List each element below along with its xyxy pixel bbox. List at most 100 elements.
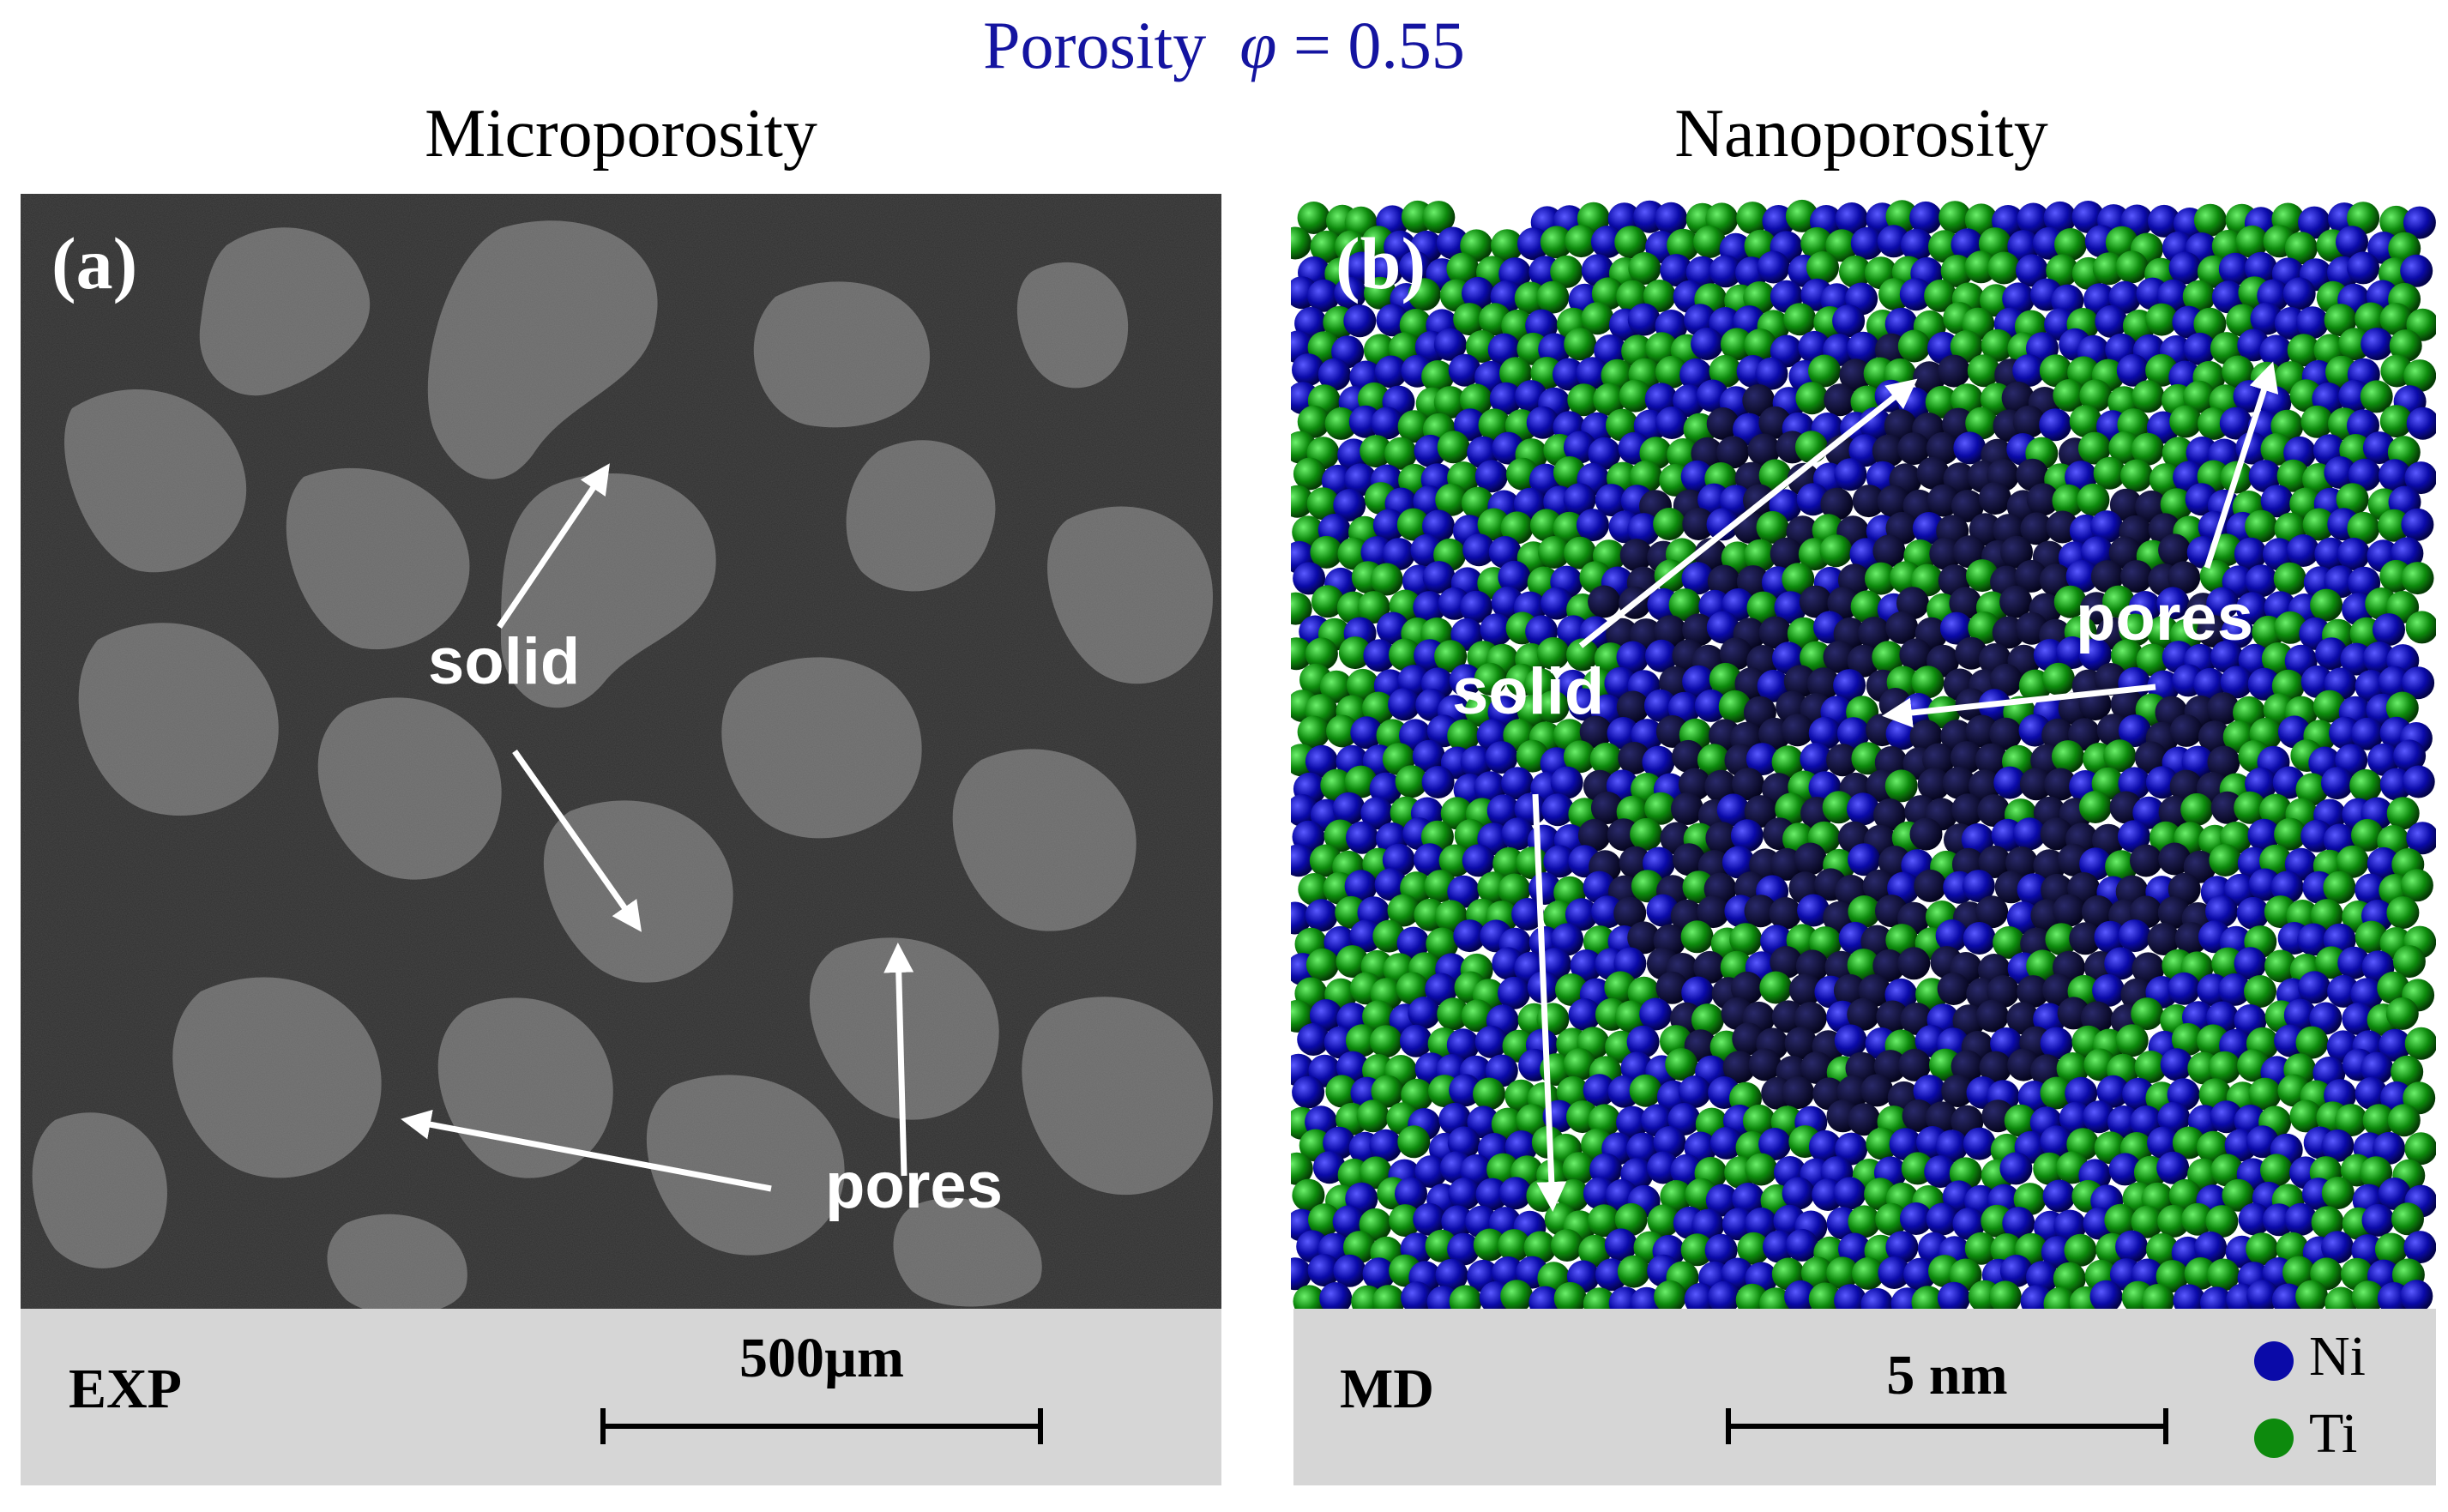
atom	[1969, 513, 2002, 546]
atom	[1614, 1000, 1648, 1033]
atom	[1848, 1205, 1881, 1238]
atom	[1553, 1281, 1587, 1309]
atom	[1939, 611, 1973, 645]
atom	[2064, 1233, 2097, 1267]
atom	[2360, 380, 2393, 413]
atom	[1877, 485, 1910, 518]
atom	[1968, 769, 2001, 803]
atom	[1826, 1256, 1860, 1290]
atom	[1297, 202, 1330, 234]
atom	[1705, 822, 1739, 855]
atom	[1964, 203, 1998, 237]
atom	[1719, 637, 1752, 671]
atom	[1834, 1024, 1867, 1057]
atom	[1413, 591, 1446, 624]
atom	[1744, 539, 1776, 572]
atom	[1564, 328, 1597, 361]
atom	[1616, 641, 1649, 674]
atom	[1578, 1234, 1612, 1268]
arrow-pores-up	[883, 943, 914, 1177]
atom	[1682, 613, 1715, 647]
atom	[2069, 922, 2102, 955]
atom	[1422, 201, 1456, 234]
atom	[2108, 280, 2142, 314]
atom	[1852, 1256, 1884, 1290]
atom	[1987, 251, 2021, 285]
atom	[1682, 665, 1715, 698]
atom	[2314, 537, 2348, 570]
atom	[1449, 664, 1482, 697]
atom	[2270, 870, 2304, 904]
atom	[1372, 1285, 1405, 1309]
atom	[2013, 817, 2047, 851]
atom	[1847, 949, 1880, 982]
atom	[1553, 358, 1585, 391]
atom	[2235, 225, 2269, 258]
atom	[1759, 1287, 1793, 1309]
atom	[2051, 740, 2084, 774]
atom	[1438, 844, 1472, 877]
atom	[1884, 769, 1918, 803]
atom	[2042, 1179, 2076, 1213]
atom	[2259, 793, 2292, 827]
atom	[2095, 304, 2128, 338]
atom	[1387, 894, 1420, 927]
atom	[1937, 1281, 1970, 1309]
atom	[1850, 226, 1884, 260]
atom	[1474, 460, 1508, 493]
atom	[2119, 613, 2152, 647]
atom	[2284, 1202, 2318, 1236]
atom	[2090, 560, 2124, 593]
atom	[1860, 1074, 1894, 1107]
atom	[1293, 1285, 1326, 1309]
atom	[1543, 845, 1577, 878]
atom	[1757, 669, 1790, 702]
atom	[1305, 899, 1338, 932]
atom	[2002, 1207, 2035, 1240]
atom	[1413, 1202, 1446, 1236]
atom	[2102, 585, 2135, 618]
atom	[1924, 279, 1957, 312]
atom	[1774, 591, 1807, 624]
atom	[1924, 1155, 1957, 1189]
panel-b-method: MD	[1340, 1358, 1434, 1420]
atom	[1968, 611, 2001, 644]
atom	[2147, 1126, 2180, 1160]
atom	[2361, 1203, 2395, 1237]
atom	[2107, 1105, 2140, 1138]
atom	[1742, 1104, 1776, 1137]
atom	[1396, 508, 1430, 541]
atom	[1363, 639, 1396, 672]
atom	[1628, 252, 1661, 285]
atom	[2362, 431, 2396, 465]
atom	[2207, 1258, 2240, 1292]
panel-a-scale-label: 500µm	[739, 1327, 904, 1389]
atom	[2207, 692, 2240, 726]
atom	[2158, 842, 2192, 876]
atom	[1293, 562, 1326, 595]
panel-a-pores-label: pores	[825, 1149, 1003, 1222]
atom	[1399, 1024, 1432, 1057]
atom	[1583, 1287, 1616, 1309]
atom	[1564, 536, 1597, 569]
atom	[1305, 948, 1339, 981]
atom	[2220, 666, 2253, 699]
atom	[1550, 766, 1583, 799]
atom	[1376, 611, 1409, 645]
atom	[2172, 1126, 2205, 1160]
atom	[1447, 1232, 1480, 1266]
atom	[2020, 512, 2053, 545]
atom	[2218, 973, 2252, 1006]
atom	[2391, 1202, 2424, 1236]
atom	[1291, 637, 1313, 671]
atom	[1951, 793, 1985, 827]
atom	[1576, 357, 1609, 390]
atom	[2361, 328, 2394, 361]
atoms	[1291, 199, 2436, 1309]
atom	[1721, 846, 1755, 879]
atom	[1369, 1025, 1402, 1058]
atom	[1800, 1256, 1834, 1290]
atom	[1848, 895, 1881, 928]
atom	[1975, 999, 2009, 1033]
atom	[1360, 435, 1393, 468]
